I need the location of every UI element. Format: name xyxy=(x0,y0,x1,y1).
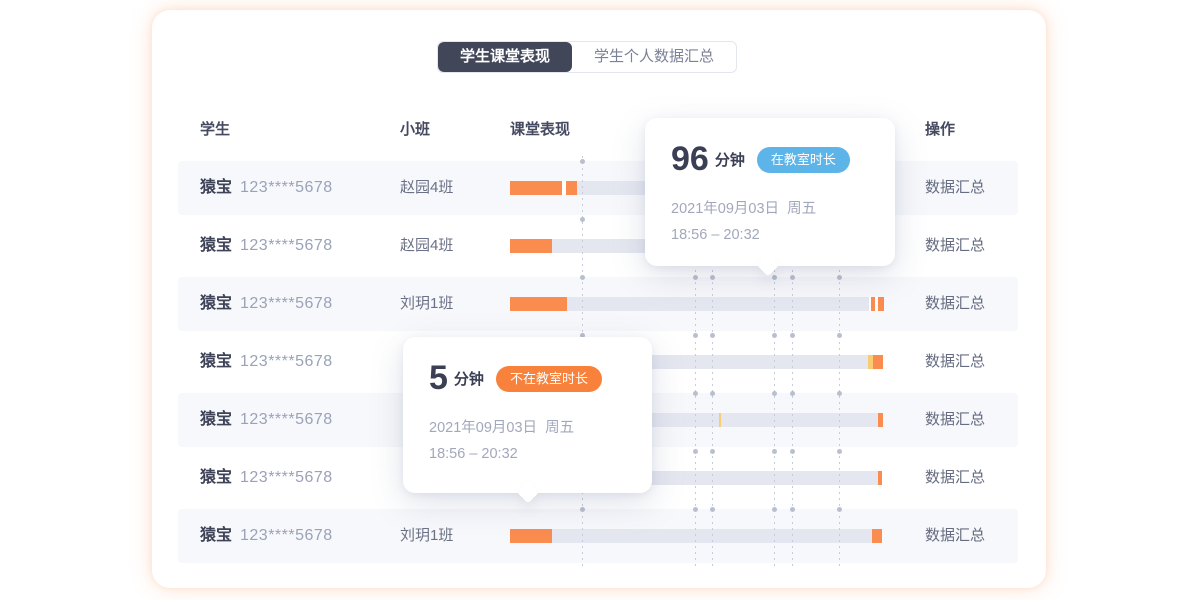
class-name: 赵园4班 xyxy=(400,179,454,196)
data-summary-link[interactable]: 数据汇总 xyxy=(925,527,986,544)
guide-dot xyxy=(772,391,777,396)
table-row: 猿宝 123****5678 刘玥1班 数据汇总 xyxy=(178,277,1018,331)
guide-dot xyxy=(710,275,715,280)
tooltip-headline: 96 分钟 在教室时长 xyxy=(671,140,869,179)
guide-dot xyxy=(710,507,715,512)
tooltip-minutes-value: 96 xyxy=(671,140,709,178)
dotted-guide-line xyxy=(839,156,840,568)
tooltip-out-of-classroom: 5 分钟 不在教室时长 2021年09月03日 周五 18:56 – 20:32 xyxy=(403,337,652,493)
dotted-guide-line xyxy=(774,156,775,568)
guide-dot xyxy=(772,449,777,454)
student-name: 猿宝 xyxy=(200,237,233,254)
student-name: 猿宝 xyxy=(200,411,233,428)
guide-dot xyxy=(580,159,585,164)
data-summary-link[interactable]: 数据汇总 xyxy=(925,179,986,196)
student-name: 猿宝 xyxy=(200,469,233,486)
guide-dot xyxy=(710,333,715,338)
out-of-classroom-badge: 不在教室时长 xyxy=(495,365,602,392)
tooltip-time: 18:56 – 20:32 xyxy=(671,227,760,243)
student-phone: 123****5678 xyxy=(240,353,333,370)
guide-dot xyxy=(772,275,777,280)
guide-dot xyxy=(580,275,585,280)
student-phone: 123****5678 xyxy=(240,295,333,312)
tooltip-time: 18:56 – 20:32 xyxy=(429,446,518,462)
tooltip-minutes-unit: 分钟 xyxy=(714,152,745,169)
data-summary-link[interactable]: 数据汇总 xyxy=(925,237,986,254)
guide-dot xyxy=(772,507,777,512)
guide-dot xyxy=(790,391,795,396)
data-summary-link[interactable]: 数据汇总 xyxy=(925,353,986,370)
guide-dot xyxy=(837,333,842,338)
performance-bar[interactable] xyxy=(510,529,882,543)
tab-classroom-performance[interactable]: 学生课堂表现 xyxy=(438,42,573,72)
student-phone: 123****5678 xyxy=(240,469,333,486)
guide-dot xyxy=(710,391,715,396)
table-header: 学生 小班 课堂表现 操作 xyxy=(152,118,1046,140)
guide-dot xyxy=(790,449,795,454)
dotted-guide-line xyxy=(695,156,696,568)
tab-group: 学生课堂表现 学生个人数据汇总 xyxy=(437,41,738,73)
tooltip-date: 2021年09月03日 周五 xyxy=(671,201,817,217)
guide-dot xyxy=(837,275,842,280)
table-row: 猿宝 123****5678 刘玥1班 数据汇总 xyxy=(178,509,1018,563)
tooltip-headline: 5 分钟 不在教室时长 xyxy=(429,359,626,398)
student-phone: 123****5678 xyxy=(240,179,333,196)
guide-dot xyxy=(790,275,795,280)
guide-dot xyxy=(790,333,795,338)
dotted-guide-line xyxy=(712,156,713,568)
student-name: 猿宝 xyxy=(200,353,233,370)
student-phone: 123****5678 xyxy=(240,411,333,428)
guide-dot xyxy=(580,507,585,512)
tooltip-in-classroom: 96 分钟 在教室时长 2021年09月03日 周五 18:56 – 20:32 xyxy=(645,118,895,266)
guide-dot xyxy=(837,391,842,396)
guide-dot xyxy=(693,275,698,280)
guide-dot xyxy=(693,449,698,454)
guide-dot xyxy=(693,507,698,512)
guide-dot xyxy=(580,333,585,338)
tooltip-minutes-unit: 分钟 xyxy=(453,371,484,388)
guide-dot xyxy=(710,449,715,454)
class-name: 赵园4班 xyxy=(400,237,454,254)
student-phone: 123****5678 xyxy=(240,237,333,254)
dotted-guide-line xyxy=(792,156,793,568)
tooltip-date: 2021年09月03日 周五 xyxy=(429,420,575,436)
guide-dot xyxy=(837,507,842,512)
tooltip-minutes-value: 5 xyxy=(429,359,448,397)
in-classroom-badge: 在教室时长 xyxy=(756,146,850,173)
guide-dot xyxy=(790,507,795,512)
student-name: 猿宝 xyxy=(200,527,233,544)
student-name: 猿宝 xyxy=(200,179,233,196)
class-name: 刘玥1班 xyxy=(400,295,454,312)
header-student: 学生 xyxy=(200,121,231,138)
student-phone: 123****5678 xyxy=(240,527,333,544)
tab-personal-data-summary[interactable]: 学生个人数据汇总 xyxy=(594,48,715,65)
data-summary-link[interactable]: 数据汇总 xyxy=(925,411,986,428)
performance-bar[interactable] xyxy=(510,297,884,311)
guide-dot xyxy=(693,333,698,338)
guide-dot xyxy=(580,217,585,222)
guide-dot xyxy=(693,391,698,396)
guide-dot xyxy=(772,333,777,338)
panel-card: 学生课堂表现 学生个人数据汇总 学生 小班 课堂表现 操作 猿宝 123****… xyxy=(152,10,1046,588)
header-action: 操作 xyxy=(925,121,956,138)
header-class: 小班 xyxy=(400,121,431,138)
student-name: 猿宝 xyxy=(200,295,233,312)
data-summary-link[interactable]: 数据汇总 xyxy=(925,469,986,486)
class-name: 刘玥1班 xyxy=(400,527,454,544)
data-summary-link[interactable]: 数据汇总 xyxy=(925,295,986,312)
header-performance: 课堂表现 xyxy=(510,121,571,138)
guide-dot xyxy=(837,449,842,454)
